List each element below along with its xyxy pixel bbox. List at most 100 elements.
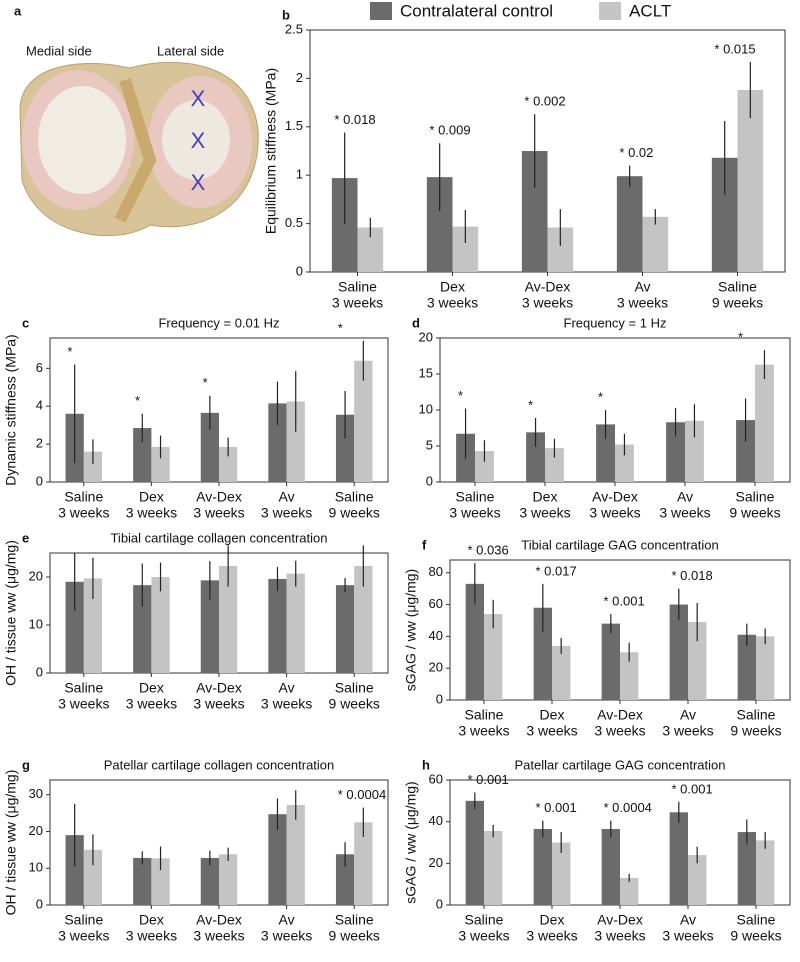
bar [200,412,219,482]
significance-label: * 0.0004 [603,800,651,815]
x-tick-label: Av [279,680,295,696]
x-tick-label: 3 weeks [261,696,312,712]
x-tick-label: Saline [737,707,776,723]
y-tick-label: 0 [426,473,433,488]
x-tick-label: 9 weeks [329,928,380,944]
bar [737,90,764,273]
significance-label: * 0.036 [467,543,508,558]
panel-label: d [412,315,420,330]
x-tick-label: Saline [335,489,374,505]
y-tick-label: 10 [29,860,43,875]
y-tick-label: 30 [29,786,43,801]
x-tick-label: Av-Dex [597,707,643,723]
bar [688,855,707,905]
bar [219,854,238,905]
x-tick-label: 3 weeks [589,505,640,521]
y-tick-label: 20 [29,568,43,583]
bar [552,645,571,700]
x-tick-label: Av-Dex [196,912,242,928]
x-tick-label: Saline [718,279,757,295]
bar [335,414,355,482]
x-tick-label: Av [279,912,295,928]
x-tick-label: 3 weeks [58,696,109,712]
significance-label: * 0.017 [535,563,576,578]
y-tick-label: 6 [36,360,43,375]
significance-label: * [738,330,743,345]
bar [601,623,620,700]
panel: f Tibial cartilage GAG concentration sGAG … [403,537,791,739]
significance-label: * [458,388,463,403]
bar [65,835,84,905]
significance-label: * 0.002 [524,94,565,109]
panel-label: f [422,537,427,552]
x-tick-label: 3 weeks [193,928,244,944]
bar [65,581,84,673]
significance-label: * 0.001 [671,781,712,796]
x-tick-label: Dex [533,489,558,505]
chart-title: Patellar cartilage GAG concentration [515,757,726,772]
bar [620,652,639,700]
x-tick-label: Av [680,707,696,723]
x-tick-label: Av [677,489,693,505]
bar [200,857,219,905]
site-mark: X [191,128,206,153]
bar [526,432,545,482]
side-label: Medial side [26,43,92,58]
bar [151,858,170,905]
y-tick-label: 0.5 [285,215,303,230]
y-tick-label: 60 [429,771,443,786]
chart-title: Tibial cartilage GAG concentration [521,537,719,552]
panel-label: a [14,3,22,18]
bar [268,578,287,673]
x-tick-label: 3 weeks [662,928,713,944]
y-tick-label: 0 [436,691,443,706]
significance-label: * 0.015 [714,41,755,56]
legend-swatch [370,2,392,20]
x-tick-label: Saline [737,912,776,928]
significance-label: * 0.001 [467,772,508,787]
y-tick-label: 0 [296,263,303,278]
chart-title: Frequency = 1 Hz [564,315,667,330]
y-tick-label: 10 [29,616,43,631]
bar [616,176,643,272]
bar [669,812,688,905]
legend-label: ACLT [629,1,671,20]
x-tick-label: Saline [736,489,775,505]
bar [286,805,305,905]
y-tick-label: 2.5 [285,21,303,36]
y-tick-label: 20 [429,855,443,870]
bar [484,614,503,700]
x-tick-label: 3 weeks [261,505,312,521]
bar [286,401,305,482]
x-tick-label: 3 weeks [193,505,244,521]
bar [475,451,494,482]
y-axis-label: OH / tissue ww (μg/mg) [3,540,19,686]
x-tick-label: 3 weeks [617,295,668,311]
x-tick-label: Dex [139,489,164,505]
significance-label: * [338,320,343,335]
y-tick-label: 0 [36,664,43,679]
significance-label: * [67,344,72,359]
x-tick-label: 9 weeks [730,723,781,739]
x-tick-label: Dex [540,707,565,723]
legend-swatch [599,2,622,20]
x-tick-label: 9 weeks [712,295,763,311]
panel: b Equilibrium stiffness (MPa) 0 0.5 1 1.5 2 2.5… [263,1,786,311]
y-tick-label: 20 [429,660,443,675]
significance-label: * 0.0004 [338,787,386,802]
bar [736,420,755,482]
y-axis-label: Equilibrium stiffness (MPa) [263,68,279,234]
x-tick-label: 3 weeks [594,928,645,944]
y-tick-label: 2 [296,70,303,85]
significance-label: * [135,393,140,408]
bar [151,577,170,673]
x-tick-label: 3 weeks [126,505,177,521]
bar [620,877,639,905]
site-mark: X [191,86,206,111]
panel: h Patellar cartilage GAG concentration sGA… [403,757,791,944]
bar [642,216,669,272]
bar [133,585,152,673]
bar [133,857,152,905]
bar [737,634,756,700]
